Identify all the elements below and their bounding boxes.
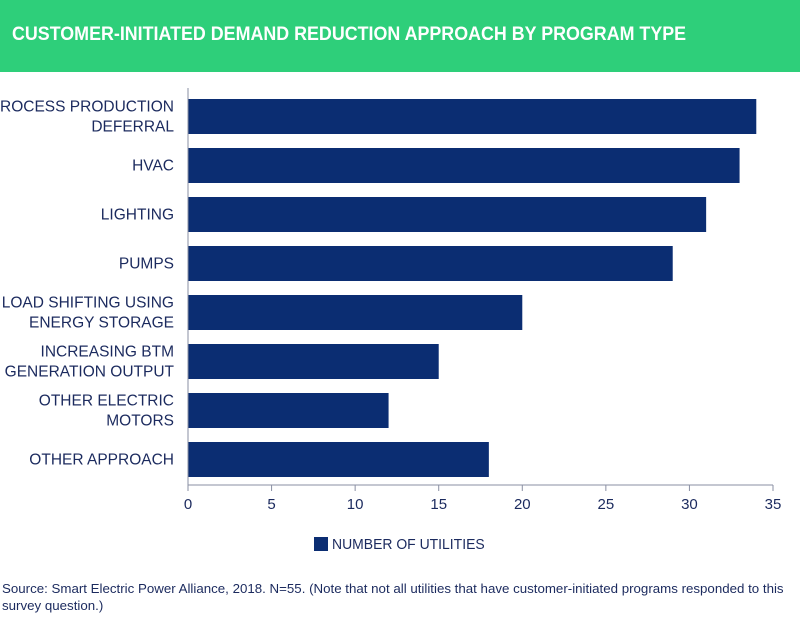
x-tick-label: 15 xyxy=(430,496,447,513)
legend: NUMBER OF UTILITIES xyxy=(314,534,496,554)
category-label: DEFERRAL xyxy=(91,119,174,136)
category-label: HVAC xyxy=(132,158,174,175)
category-label: LIGHTING xyxy=(101,207,174,224)
bar-chart: PROCESS PRODUCTION DEFERRAL HVAC LIGHTING PU… xyxy=(0,88,782,513)
x-tick-label: 5 xyxy=(267,496,275,513)
bar-1 xyxy=(188,148,740,183)
x-tick-label: 30 xyxy=(681,496,698,513)
category-label: OTHER APPROACH xyxy=(29,452,174,469)
bar-2 xyxy=(188,197,707,232)
category-label: PUMPS xyxy=(119,256,174,273)
bar-7 xyxy=(188,442,489,477)
x-tick-label: 0 xyxy=(184,496,192,513)
x-tick-label: 25 xyxy=(598,496,615,513)
bar-5 xyxy=(188,344,439,379)
source-note: Source: Smart Electric Power Alliance, 2… xyxy=(2,581,784,613)
x-tick-label: 20 xyxy=(514,496,531,513)
legend-label: NUMBER OF UTILITIES xyxy=(332,535,485,553)
category-label: OTHER ELECTRIC xyxy=(39,393,174,410)
category-label: INCREASING BTM xyxy=(41,344,174,361)
bar-6 xyxy=(188,393,389,428)
bar-0 xyxy=(188,99,757,134)
category-label: MOTORS xyxy=(106,413,174,430)
bar-4 xyxy=(188,295,523,330)
category-label: GENERATION OUTPUT xyxy=(5,364,175,381)
x-tick-label: 10 xyxy=(347,496,364,513)
x-tick-label: 35 xyxy=(765,496,782,513)
legend-swatch xyxy=(314,537,328,551)
category-label: LOAD SHIFTING USING xyxy=(2,295,174,312)
category-label: ENERGY STORAGE xyxy=(29,315,174,332)
bar-3 xyxy=(188,246,673,281)
title-bar: CUSTOMER-INITIATED DEMAND REDUCTION APPR… xyxy=(0,0,800,72)
category-label: PROCESS PRODUCTION xyxy=(0,99,174,116)
chart-title: CUSTOMER-INITIATED DEMAND REDUCTION APPR… xyxy=(12,24,687,45)
